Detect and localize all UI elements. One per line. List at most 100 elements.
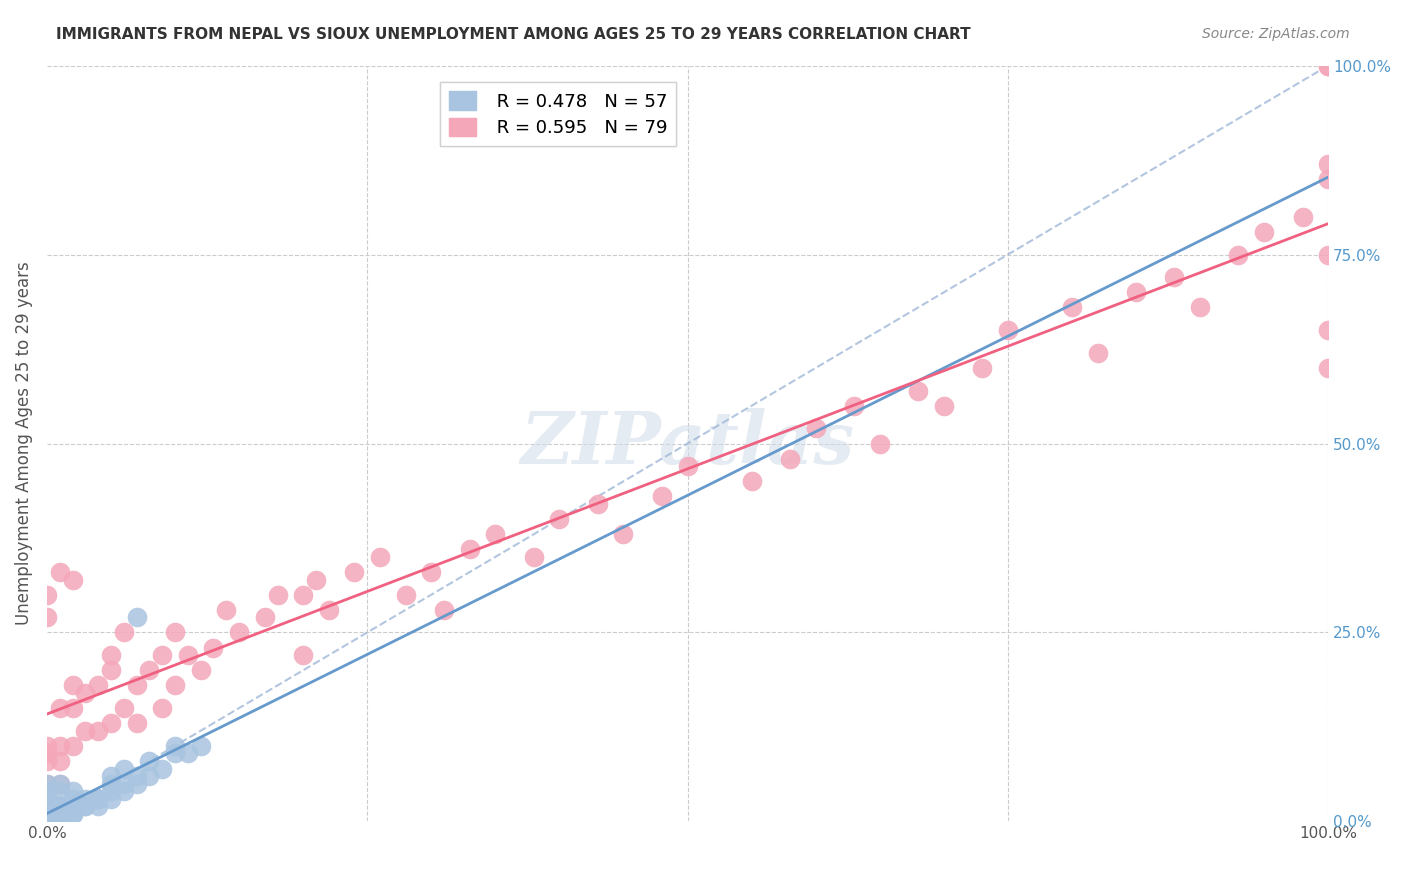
Y-axis label: Unemployment Among Ages 25 to 29 years: Unemployment Among Ages 25 to 29 years <box>15 261 32 625</box>
Point <box>907 384 929 398</box>
Point <box>100 663 122 677</box>
Point <box>100 791 122 805</box>
Point <box>292 648 315 662</box>
Point <box>484 527 506 541</box>
Point <box>48 777 70 791</box>
Point <box>1291 210 1313 224</box>
Point <box>458 542 481 557</box>
Point <box>202 640 225 655</box>
Point <box>35 814 58 829</box>
Point <box>35 754 58 768</box>
Point <box>138 663 160 677</box>
Point <box>62 678 84 692</box>
Point <box>190 663 212 677</box>
Point <box>35 799 58 814</box>
Point <box>305 573 328 587</box>
Point <box>35 784 58 798</box>
Point <box>1317 172 1340 186</box>
Point <box>87 799 110 814</box>
Point <box>35 806 58 821</box>
Point <box>150 648 173 662</box>
Point <box>651 490 673 504</box>
Point <box>48 799 70 814</box>
Point <box>35 791 58 805</box>
Point <box>35 814 58 829</box>
Point <box>343 565 366 579</box>
Point <box>35 739 58 753</box>
Point <box>62 799 84 814</box>
Point <box>75 723 97 738</box>
Point <box>35 806 58 821</box>
Point <box>62 799 84 814</box>
Point <box>62 791 84 805</box>
Point <box>548 512 571 526</box>
Point <box>112 777 135 791</box>
Point <box>75 799 97 814</box>
Point <box>35 588 58 602</box>
Point <box>35 791 58 805</box>
Point <box>112 625 135 640</box>
Point <box>35 777 58 791</box>
Point <box>1317 59 1340 73</box>
Point <box>804 421 827 435</box>
Point <box>1188 301 1211 315</box>
Point <box>48 799 70 814</box>
Point <box>676 459 699 474</box>
Point <box>75 686 97 700</box>
Point <box>972 360 994 375</box>
Point <box>48 777 70 791</box>
Point <box>62 573 84 587</box>
Point <box>48 806 70 821</box>
Point <box>150 701 173 715</box>
Point <box>1125 285 1147 300</box>
Point <box>997 323 1019 337</box>
Point <box>62 806 84 821</box>
Legend:  R = 0.478   N = 57,  R = 0.595   N = 79: R = 0.478 N = 57, R = 0.595 N = 79 <box>440 82 676 146</box>
Point <box>228 625 250 640</box>
Point <box>253 610 276 624</box>
Point <box>125 716 148 731</box>
Point <box>523 549 546 564</box>
Point <box>35 610 58 624</box>
Point <box>125 678 148 692</box>
Point <box>35 747 58 761</box>
Point <box>35 814 58 829</box>
Point <box>87 723 110 738</box>
Point <box>612 527 634 541</box>
Point <box>35 814 58 829</box>
Point <box>35 799 58 814</box>
Point <box>368 549 391 564</box>
Point <box>35 777 58 791</box>
Point <box>1060 301 1083 315</box>
Point <box>35 814 58 829</box>
Point <box>48 754 70 768</box>
Point <box>48 799 70 814</box>
Point <box>586 497 609 511</box>
Point <box>190 739 212 753</box>
Point <box>318 603 340 617</box>
Point <box>35 806 58 821</box>
Point <box>100 648 122 662</box>
Point <box>48 814 70 829</box>
Point <box>163 739 186 753</box>
Point <box>100 784 122 798</box>
Point <box>215 603 238 617</box>
Point <box>138 769 160 783</box>
Point <box>1317 157 1340 171</box>
Point <box>163 747 186 761</box>
Point <box>62 701 84 715</box>
Point <box>1227 247 1250 261</box>
Point <box>48 784 70 798</box>
Text: IMMIGRANTS FROM NEPAL VS SIOUX UNEMPLOYMENT AMONG AGES 25 TO 29 YEARS CORRELATIO: IMMIGRANTS FROM NEPAL VS SIOUX UNEMPLOYM… <box>56 27 972 42</box>
Point <box>779 451 801 466</box>
Point <box>35 814 58 829</box>
Point <box>932 399 955 413</box>
Point <box>150 762 173 776</box>
Point <box>1087 346 1109 360</box>
Point <box>842 399 865 413</box>
Point <box>35 814 58 829</box>
Point <box>100 777 122 791</box>
Point <box>87 791 110 805</box>
Point <box>112 762 135 776</box>
Point <box>87 791 110 805</box>
